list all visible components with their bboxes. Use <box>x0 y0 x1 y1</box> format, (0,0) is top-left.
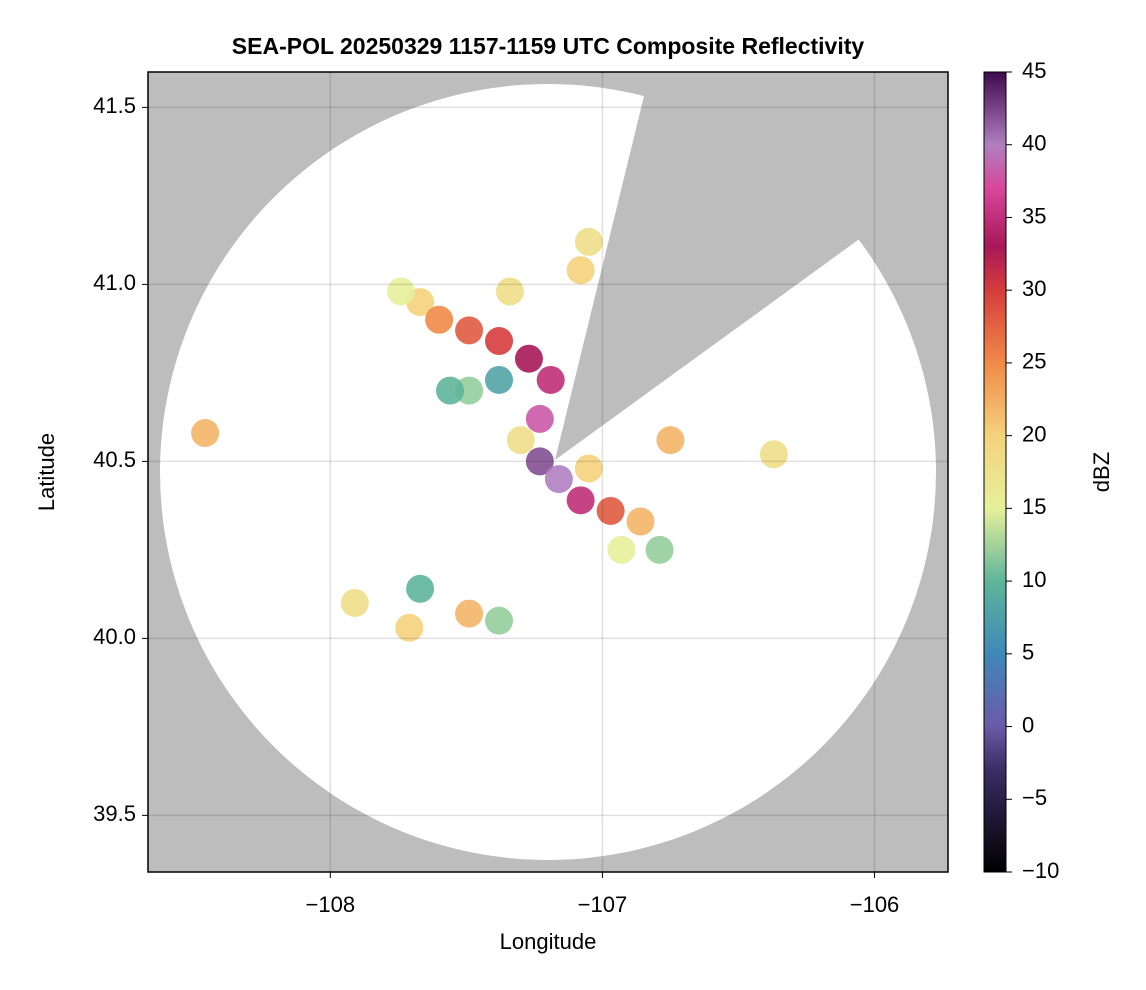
y-tick-label: 40.0 <box>93 624 136 649</box>
colorbar-label: dBZ <box>1089 452 1114 492</box>
colorbar-tick-label: 5 <box>1022 640 1034 665</box>
echo-cell <box>485 365 514 394</box>
echo-cell <box>544 465 573 494</box>
y-tick-label: 40.5 <box>93 447 136 472</box>
echo-cell <box>536 365 565 394</box>
colorbar-tick-label: 35 <box>1022 203 1046 228</box>
echo-cell <box>436 376 465 405</box>
y-tick-label: 41.0 <box>93 270 136 295</box>
echo-cell <box>607 535 636 564</box>
echo-cell <box>387 277 416 306</box>
colorbar <box>983 71 1007 873</box>
echo-cell <box>340 588 369 617</box>
colorbar-tick-label: −10 <box>1022 858 1059 883</box>
colorbar-tick-label: 45 <box>1022 58 1046 83</box>
echo-cell <box>485 606 514 635</box>
echo-cell <box>574 227 603 256</box>
echo-cell <box>406 574 435 603</box>
echo-cell <box>596 496 625 525</box>
echo-cell <box>506 426 535 455</box>
plot-frame <box>147 71 949 873</box>
echo-cell <box>455 599 484 628</box>
echo-layer <box>191 227 788 642</box>
echo-cell <box>626 507 655 536</box>
y-tick-label: 39.5 <box>93 801 136 826</box>
top-mask <box>148 0 948 72</box>
echo-cell <box>759 440 788 469</box>
echo-cell <box>574 454 603 483</box>
echo-cell <box>191 419 220 448</box>
echo-cell <box>525 447 554 476</box>
colorbar-tick-label: 40 <box>1022 131 1046 156</box>
echo-cell <box>495 277 524 306</box>
x-tick-label: −108 <box>306 892 356 917</box>
colorbar-tick-label: 10 <box>1022 567 1046 592</box>
echo-cell <box>425 305 454 334</box>
colorbar-tick-label: 15 <box>1022 494 1046 519</box>
echo-cell <box>525 404 554 433</box>
colorbar-tick-label: 25 <box>1022 349 1046 374</box>
y-axis-label: Latitude <box>34 433 59 511</box>
colorbar-tick-label: 30 <box>1022 276 1046 301</box>
colorbar-tick-label: 20 <box>1022 421 1046 446</box>
colorbar-tick-label: −5 <box>1022 785 1047 810</box>
x-tick-label: −106 <box>850 892 900 917</box>
x-tick-label: −107 <box>578 892 628 917</box>
echo-cell <box>566 256 595 285</box>
echo-cell <box>485 327 514 356</box>
colorbar-tick-label: 0 <box>1022 712 1034 737</box>
echo-cell <box>455 316 484 345</box>
echo-cell <box>645 535 674 564</box>
grid <box>148 72 948 872</box>
blocked-sector <box>555 92 948 460</box>
x-axis-label: Longitude <box>500 929 597 954</box>
chart-title: SEA-POL 20250329 1157-1159 UTC Composite… <box>232 33 865 59</box>
echo-cell <box>514 344 543 373</box>
y-tick-label: 41.5 <box>93 93 136 118</box>
echo-cell <box>566 486 595 515</box>
echo-cell <box>395 613 424 642</box>
echo-cell <box>656 426 685 455</box>
